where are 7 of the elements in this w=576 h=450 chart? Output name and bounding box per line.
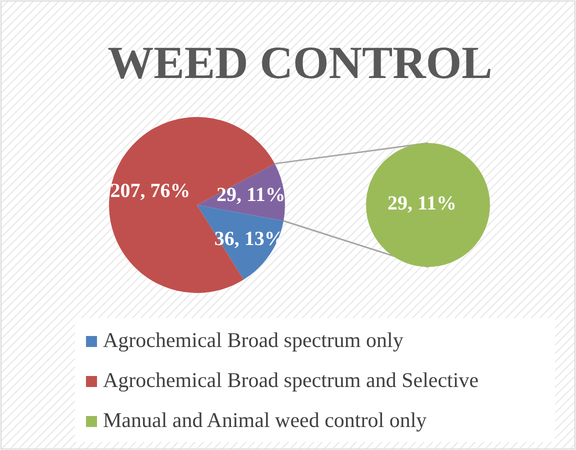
legend-label: Manual and Animal weed control only: [103, 408, 428, 432]
chart-title: WEED CONTROL: [108, 37, 492, 88]
data-label: 29, 11%: [388, 192, 456, 215]
legend-label: Agrochemical Broad spectrum and Selective: [103, 368, 479, 392]
data-label: 207, 76%: [110, 180, 190, 202]
legend-label: Agrochemical Broad spectrum only: [103, 328, 404, 352]
data-label: 29, 11%: [216, 184, 286, 206]
